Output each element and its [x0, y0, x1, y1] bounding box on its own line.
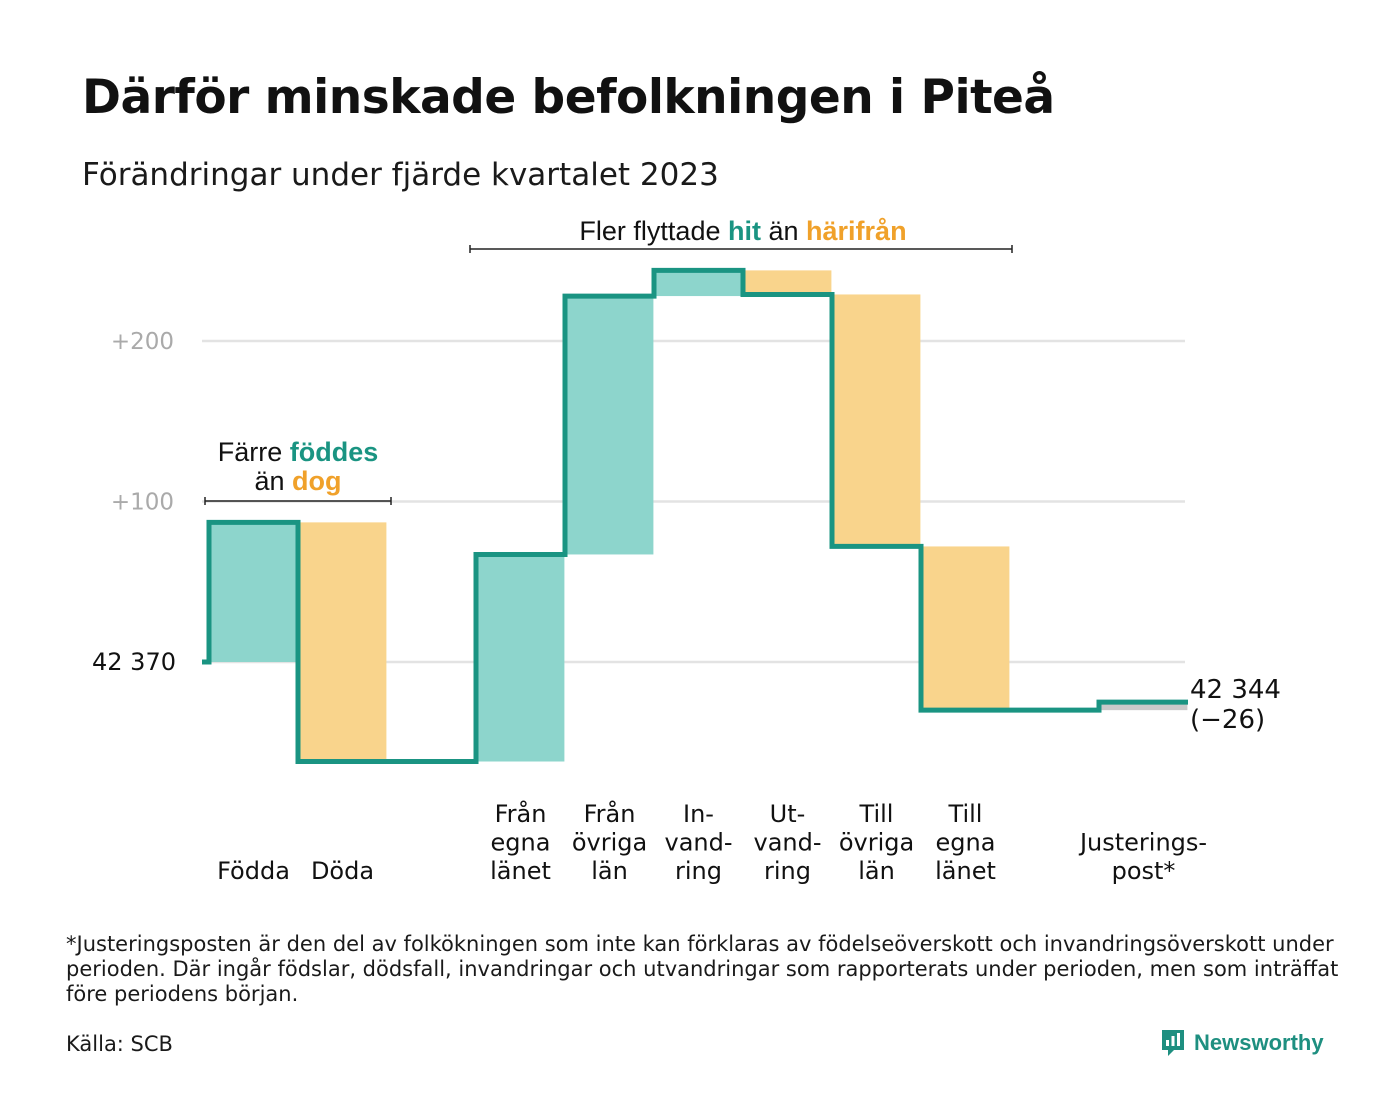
brand-name: Newsworthy	[1194, 1030, 1324, 1055]
bar	[743, 270, 832, 295]
x-axis-label: övriga	[839, 829, 914, 857]
annotation-births-line1: Färre föddes	[218, 437, 379, 467]
step-line	[202, 267, 1188, 764]
x-axis-label: län	[591, 857, 628, 885]
bar	[832, 294, 921, 547]
x-axis-label: Till	[859, 800, 894, 828]
annotation-births-line2: än dog	[254, 466, 341, 496]
x-axis-label: ring	[764, 857, 811, 885]
x-axis-label: vand-	[753, 829, 821, 857]
x-axis-label: vand-	[664, 829, 732, 857]
x-axis-label: Till	[948, 800, 983, 828]
end-change-label: (−26)	[1190, 705, 1265, 735]
chart-subtitle: Förändringar under fjärde kvartalet 2023	[82, 157, 719, 193]
x-axis-label: Från	[495, 799, 547, 828]
waterfall-step-line	[202, 267, 1188, 764]
bar	[654, 270, 743, 297]
x-axis-label: egna	[936, 829, 996, 857]
x-axis-label: post*	[1112, 857, 1176, 885]
footnote: *Justeringsposten är den del av folkökni…	[66, 932, 1339, 1006]
x-axis-label: Födda	[217, 857, 290, 885]
x-axis-label: län	[858, 857, 895, 885]
end-value-label: 42 344	[1190, 675, 1281, 705]
value-labels: 42 344(−26)	[1190, 675, 1281, 735]
start-value-label: 42 370	[92, 648, 176, 676]
x-axis-labels: Födda DödaFrånegnalänetFrånövrigalänIn-va…	[217, 799, 1207, 885]
x-axis-label: övriga	[572, 829, 647, 857]
x-axis-label: Ut-	[770, 800, 806, 828]
x-axis-label: länet	[490, 857, 551, 885]
x-axis-label: In-	[683, 800, 714, 828]
annotation-migration: Fler flyttade hit än härifrån	[579, 216, 906, 246]
x-axis-label: Döda	[311, 857, 374, 885]
bar	[209, 522, 298, 662]
y-tick-label: +200	[111, 329, 174, 355]
bar	[565, 296, 654, 555]
chart-title: Därför minskade befolkningen i Piteå	[82, 70, 1055, 125]
brand-logo: Newsworthy	[1160, 1028, 1324, 1058]
y-axis-ticks: +200 +100 42 370	[92, 329, 176, 676]
x-axis-label: ring	[675, 857, 722, 885]
bar	[298, 522, 387, 762]
y-tick-label: +100	[111, 490, 174, 516]
bars	[209, 270, 1188, 762]
x-axis-label: länet	[935, 857, 996, 885]
x-axis-label: Justerings-	[1078, 829, 1207, 857]
bar	[921, 546, 1010, 711]
newsworthy-logo-icon	[1162, 1030, 1184, 1056]
source-note: Källa: SCB	[66, 1032, 173, 1056]
bar	[476, 554, 565, 762]
bar	[1099, 702, 1188, 711]
x-axis-label: Från	[584, 799, 636, 828]
x-axis-label: egna	[491, 829, 551, 857]
